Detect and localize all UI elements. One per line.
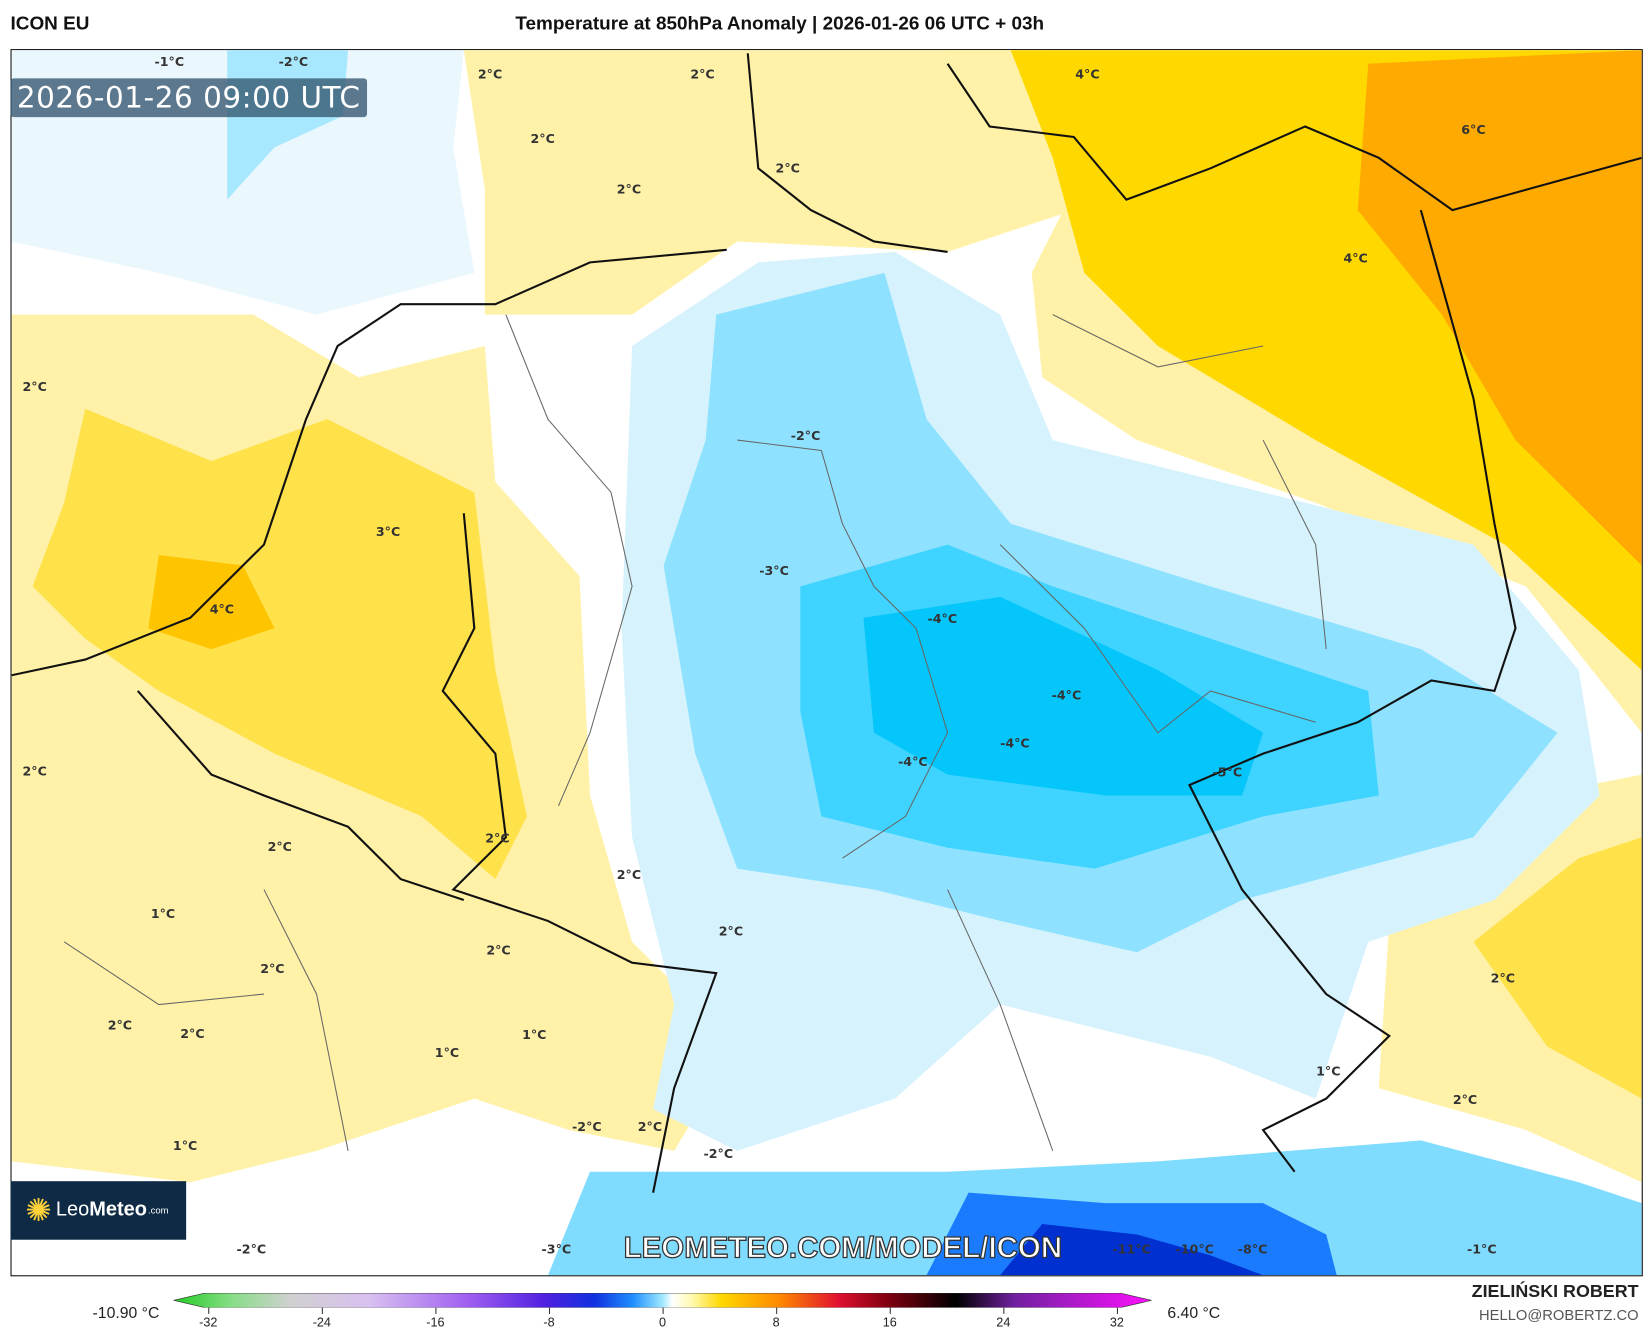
region-border — [63, 314, 1327, 1152]
contour-label: 1°C — [435, 1045, 459, 1060]
contour-label: 2°C — [690, 66, 714, 81]
contour-label: -3°C — [759, 563, 789, 578]
author-name: ZIELIŃSKI ROBERT — [1471, 1281, 1639, 1302]
colorbar-tick-mark — [321, 1307, 323, 1314]
colorbar-tick-label: -8 — [543, 1314, 555, 1330]
contour-label: -4°C — [1000, 735, 1030, 750]
contour-label: 2°C — [268, 839, 292, 854]
contour-label: 1°C — [522, 1027, 546, 1042]
contour-label: -8°C — [1238, 1241, 1268, 1256]
colorbar-max-label: 6.40 °C — [1167, 1304, 1221, 1323]
chart-title: Temperature at 850hPa Anomaly | 2026-01-… — [515, 12, 1045, 34]
colorbar-tick-label: 0 — [659, 1314, 667, 1330]
contour-label: 2°C — [719, 924, 743, 939]
logo-bold: Meteo — [89, 1198, 147, 1221]
colorbar-tick-mark — [208, 1307, 210, 1314]
warm-peak-west — [148, 555, 275, 650]
contour-label: -11°C — [1112, 1241, 1150, 1256]
colorbar-tick-mark — [776, 1307, 778, 1314]
contour-label: 4°C — [210, 602, 234, 617]
leometeo-logo[interactable]: ✺ Leo Meteo .com — [10, 1181, 187, 1240]
contour-label: 1°C — [151, 906, 175, 921]
contour-label: -4°C — [1052, 687, 1082, 702]
watermark: LEOMETEO.COM/MODEL/ICON — [623, 1231, 1063, 1265]
contour-label: -1°C — [155, 54, 185, 69]
colorbar-tick-label: 8 — [772, 1314, 780, 1330]
contour-label: 2°C — [108, 1018, 132, 1033]
valid-time-badge: 2026-01-26 09:00 UTC — [10, 78, 367, 118]
contour-label: -2°C — [237, 1241, 267, 1256]
contour-label: 2°C — [23, 764, 47, 779]
colorbar-tick-label: 24 — [996, 1314, 1011, 1330]
colorbar-tick-mark — [889, 1307, 891, 1314]
colorbar-tick-mark — [548, 1307, 551, 1314]
contour-label: -10°C — [1176, 1241, 1214, 1256]
warm-core-west — [32, 408, 527, 880]
colorbar-min-label: -10.90 °C — [92, 1304, 160, 1323]
contour-label: -4°C — [898, 754, 928, 769]
colorbar — [173, 1293, 1152, 1308]
colorbar-tick-label: -16 — [426, 1314, 445, 1330]
contour-label: 2°C — [486, 942, 510, 957]
contour-label: -5°C — [1213, 765, 1243, 780]
colorbar-tick-label: 16 — [882, 1314, 897, 1330]
contour-label: 2°C — [617, 867, 641, 882]
logo-suffix: .com — [148, 1205, 169, 1216]
colorbar-tick-mark — [435, 1307, 437, 1314]
warm-core-se — [1473, 837, 1642, 1099]
colorbar-tick-mark — [662, 1307, 664, 1314]
contour-labels: -1°C -2°C 2°C 2°C 4°C 6°C 2°C 2°C 2°C 4°C 2°C -2°C 3… — [23, 54, 1516, 1256]
contour-label: -2°C — [791, 428, 821, 443]
coastline — [11, 53, 1642, 677]
contour-label: 2°C — [617, 181, 641, 196]
colorbar-tick-label: -32 — [199, 1314, 218, 1330]
contour-label: 2°C — [638, 1119, 662, 1134]
contour-label: 2°C — [1453, 1092, 1477, 1107]
sun-icon: ✺ — [25, 1193, 52, 1228]
contour-label: -2°C — [279, 54, 309, 69]
contour-label: -1°C — [1467, 1241, 1497, 1256]
colorbar-tick-label: 32 — [1109, 1314, 1124, 1330]
contour-label: 2°C — [776, 161, 800, 176]
colorbar-tick-mark — [1116, 1307, 1118, 1314]
contour-label: 2°C — [23, 379, 47, 394]
anomaly-map: -1°C -2°C 2°C 2°C 4°C 6°C 2°C 2°C 2°C 4°C 2°C -2°C 3… — [10, 49, 1643, 1277]
contour-label: 2°C — [530, 131, 554, 146]
contour-label: 1°C — [173, 1138, 197, 1153]
map-svg: -1°C -2°C 2°C 2°C 4°C 6°C 2°C 2°C 2°C 4°C 2°C -2°C 3… — [11, 50, 1642, 1276]
colorbar-tick-mark — [1003, 1307, 1005, 1314]
contour-label: 2°C — [260, 961, 284, 976]
contour-label: -3°C — [542, 1241, 572, 1256]
model-name: ICON EU — [10, 12, 90, 34]
contour-label: -4°C — [928, 611, 958, 626]
contour-label: 3°C — [376, 524, 400, 539]
contour-label: -2°C — [572, 1119, 602, 1134]
colorbar-tick-label: -24 — [312, 1314, 331, 1330]
contour-label: -2°C — [704, 1146, 734, 1161]
contour-label: 2°C — [1491, 971, 1515, 986]
contour-label: 1°C — [1316, 1064, 1340, 1079]
warm-peak-east — [1357, 50, 1642, 566]
cold-deepest-south — [1000, 1224, 1264, 1276]
contour-label: 4°C — [1075, 66, 1099, 81]
author-email[interactable]: HELLO@ROBERTZ.CO — [1479, 1306, 1639, 1324]
cold-core-center — [863, 596, 1264, 796]
contour-label: 2°C — [478, 66, 502, 81]
contour-label: 6°C — [1461, 122, 1485, 137]
contour-label: 2°C — [180, 1026, 204, 1041]
contour-label: 2°C — [485, 831, 509, 846]
country-border — [136, 209, 1517, 1193]
contour-label: 4°C — [1343, 250, 1367, 265]
logo-light: Leo — [55, 1198, 90, 1221]
